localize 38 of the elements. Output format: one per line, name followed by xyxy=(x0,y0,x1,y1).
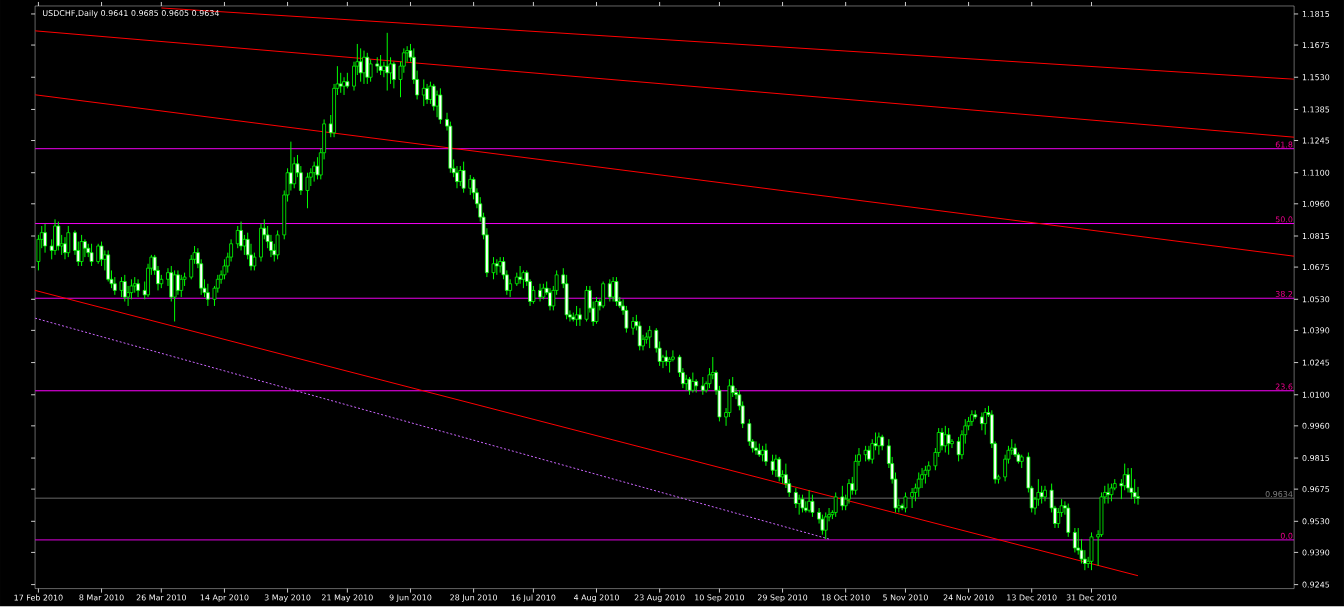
candlestick xyxy=(1119,478,1124,500)
candlestick xyxy=(136,279,140,298)
candlestick xyxy=(910,487,914,509)
candlestick xyxy=(770,454,775,476)
candlestick xyxy=(368,59,373,83)
candlestick xyxy=(239,221,243,252)
candlestick xyxy=(461,161,466,194)
candlestick xyxy=(99,241,104,267)
candlestick xyxy=(578,307,582,327)
candlestick xyxy=(66,225,71,258)
candlestick xyxy=(176,270,180,296)
candlestick xyxy=(943,425,948,454)
candlestick xyxy=(382,61,386,78)
candlestick xyxy=(946,427,951,456)
candlestick xyxy=(810,494,815,518)
candlestick xyxy=(338,72,343,94)
candlestick xyxy=(79,234,84,267)
candlestick xyxy=(56,221,61,252)
candlestick xyxy=(823,512,828,540)
candlestick xyxy=(43,223,47,254)
candlestick xyxy=(956,436,961,463)
candlestick xyxy=(428,81,433,105)
candlestick xyxy=(315,156,320,181)
candlestick xyxy=(601,281,606,309)
candlestick xyxy=(391,61,396,90)
candlestick xyxy=(305,172,310,209)
candlestick xyxy=(172,270,177,323)
candlestick xyxy=(1072,527,1077,554)
candlestick xyxy=(494,259,499,276)
candlestick xyxy=(242,234,247,256)
candlestick xyxy=(119,276,124,298)
candlestick xyxy=(1129,467,1134,500)
candlestick xyxy=(916,472,921,498)
candlestick xyxy=(205,283,210,307)
candlestick xyxy=(950,438,954,449)
candlestick xyxy=(342,76,346,96)
candlestick xyxy=(122,274,127,303)
candlestick xyxy=(491,256,496,281)
